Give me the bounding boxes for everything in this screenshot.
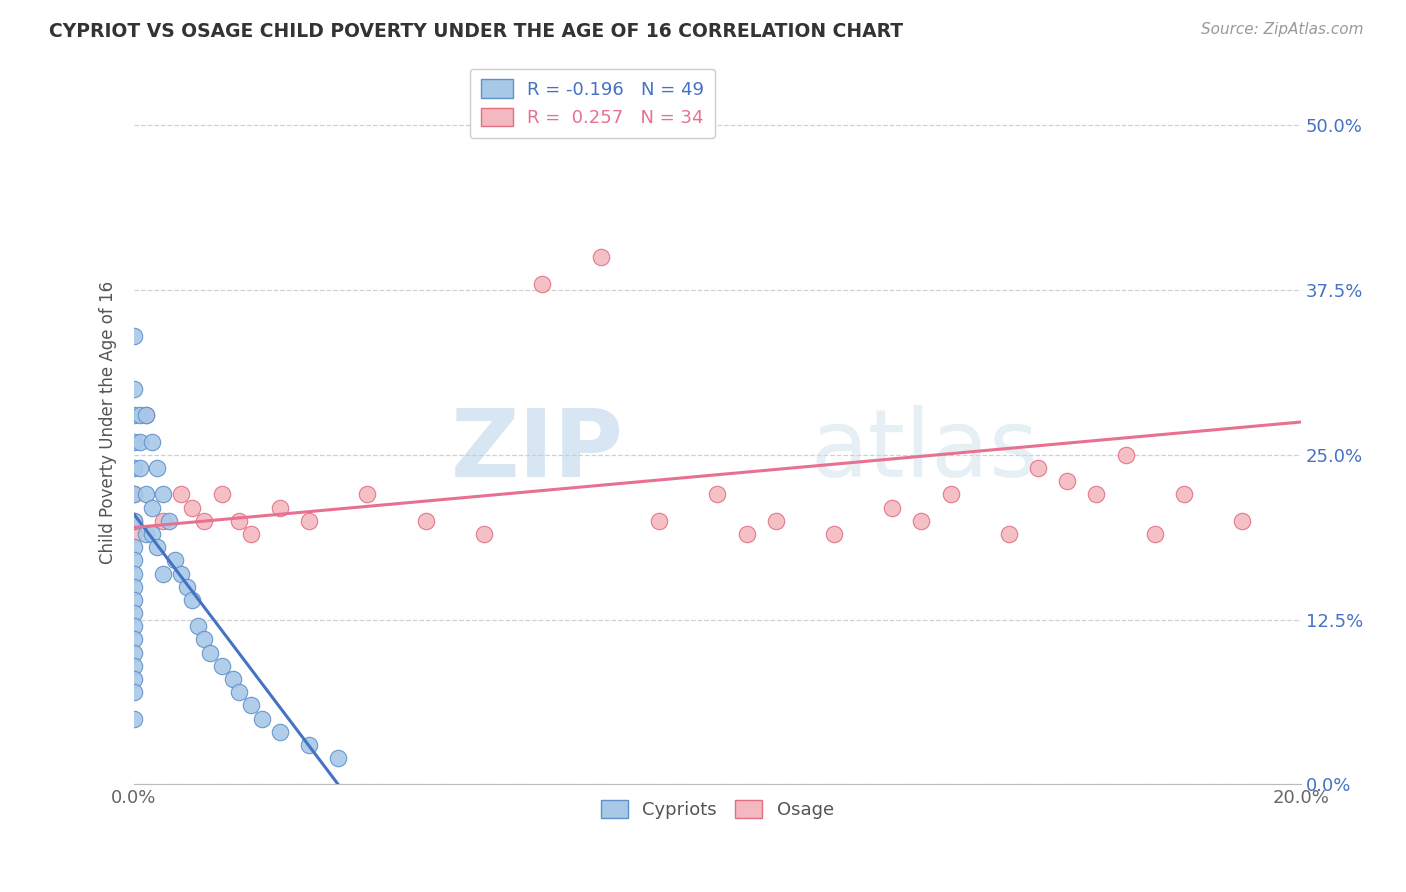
Point [269,724,291,739]
Point [882,500,904,515]
Point [910,514,932,528]
Point [122,409,145,423]
Point [1115,448,1137,462]
Point [222,672,245,686]
Point [1143,527,1166,541]
Point [228,514,250,528]
Point [328,751,350,765]
Point [122,487,145,501]
Point [252,712,274,726]
Point [122,553,145,567]
Point [939,487,962,501]
Point [122,566,145,581]
Point [998,527,1021,541]
Point [1173,487,1195,501]
Point [141,527,163,541]
Point [1232,514,1254,528]
Point [228,685,250,699]
Point [141,434,163,449]
Point [122,514,145,528]
Point [472,527,495,541]
Point [198,646,221,660]
Point [239,698,262,713]
Point [122,461,145,475]
Point [128,409,150,423]
Text: CYPRIOT VS OSAGE CHILD POVERTY UNDER THE AGE OF 16 CORRELATION CHART: CYPRIOT VS OSAGE CHILD POVERTY UNDER THE… [49,22,903,41]
Point [163,553,186,567]
Point [122,685,145,699]
Legend: Cypriots, Osage: Cypriots, Osage [593,792,841,826]
Point [122,514,145,528]
Point [122,632,145,647]
Point [152,566,174,581]
Point [706,487,728,501]
Point [589,250,612,264]
Point [122,619,145,633]
Point [122,593,145,607]
Point [170,487,193,501]
Point [122,672,145,686]
Point [648,514,671,528]
Point [531,277,554,291]
Point [122,580,145,594]
Text: ZIP: ZIP [451,405,624,497]
Point [765,514,787,528]
Point [181,593,204,607]
Point [122,646,145,660]
Point [415,514,437,528]
Point [135,487,157,501]
Point [146,461,169,475]
Point [181,500,204,515]
Point [122,712,145,726]
Point [122,540,145,554]
Point [269,500,291,515]
Point [135,409,157,423]
Point [128,434,150,449]
Point [239,527,262,541]
Point [122,527,145,541]
Point [356,487,378,501]
Point [122,658,145,673]
Point [823,527,845,541]
Point [170,566,193,581]
Point [176,580,198,594]
Point [122,606,145,620]
Point [735,527,758,541]
Point [1056,475,1078,489]
Point [122,434,145,449]
Point [157,514,180,528]
Point [146,540,169,554]
Point [152,487,174,501]
Point [122,487,145,501]
Point [1085,487,1108,501]
Y-axis label: Child Poverty Under the Age of 16: Child Poverty Under the Age of 16 [100,280,117,564]
Point [193,632,215,647]
Text: atlas: atlas [811,405,1039,497]
Point [1026,461,1049,475]
Point [298,738,321,752]
Point [298,514,321,528]
Point [135,527,157,541]
Point [187,619,209,633]
Point [135,409,157,423]
Point [128,461,150,475]
Point [122,329,145,343]
Point [211,487,233,501]
Point [152,514,174,528]
Point [122,382,145,396]
Point [141,500,163,515]
Text: Source: ZipAtlas.com: Source: ZipAtlas.com [1201,22,1364,37]
Point [211,658,233,673]
Point [193,514,215,528]
